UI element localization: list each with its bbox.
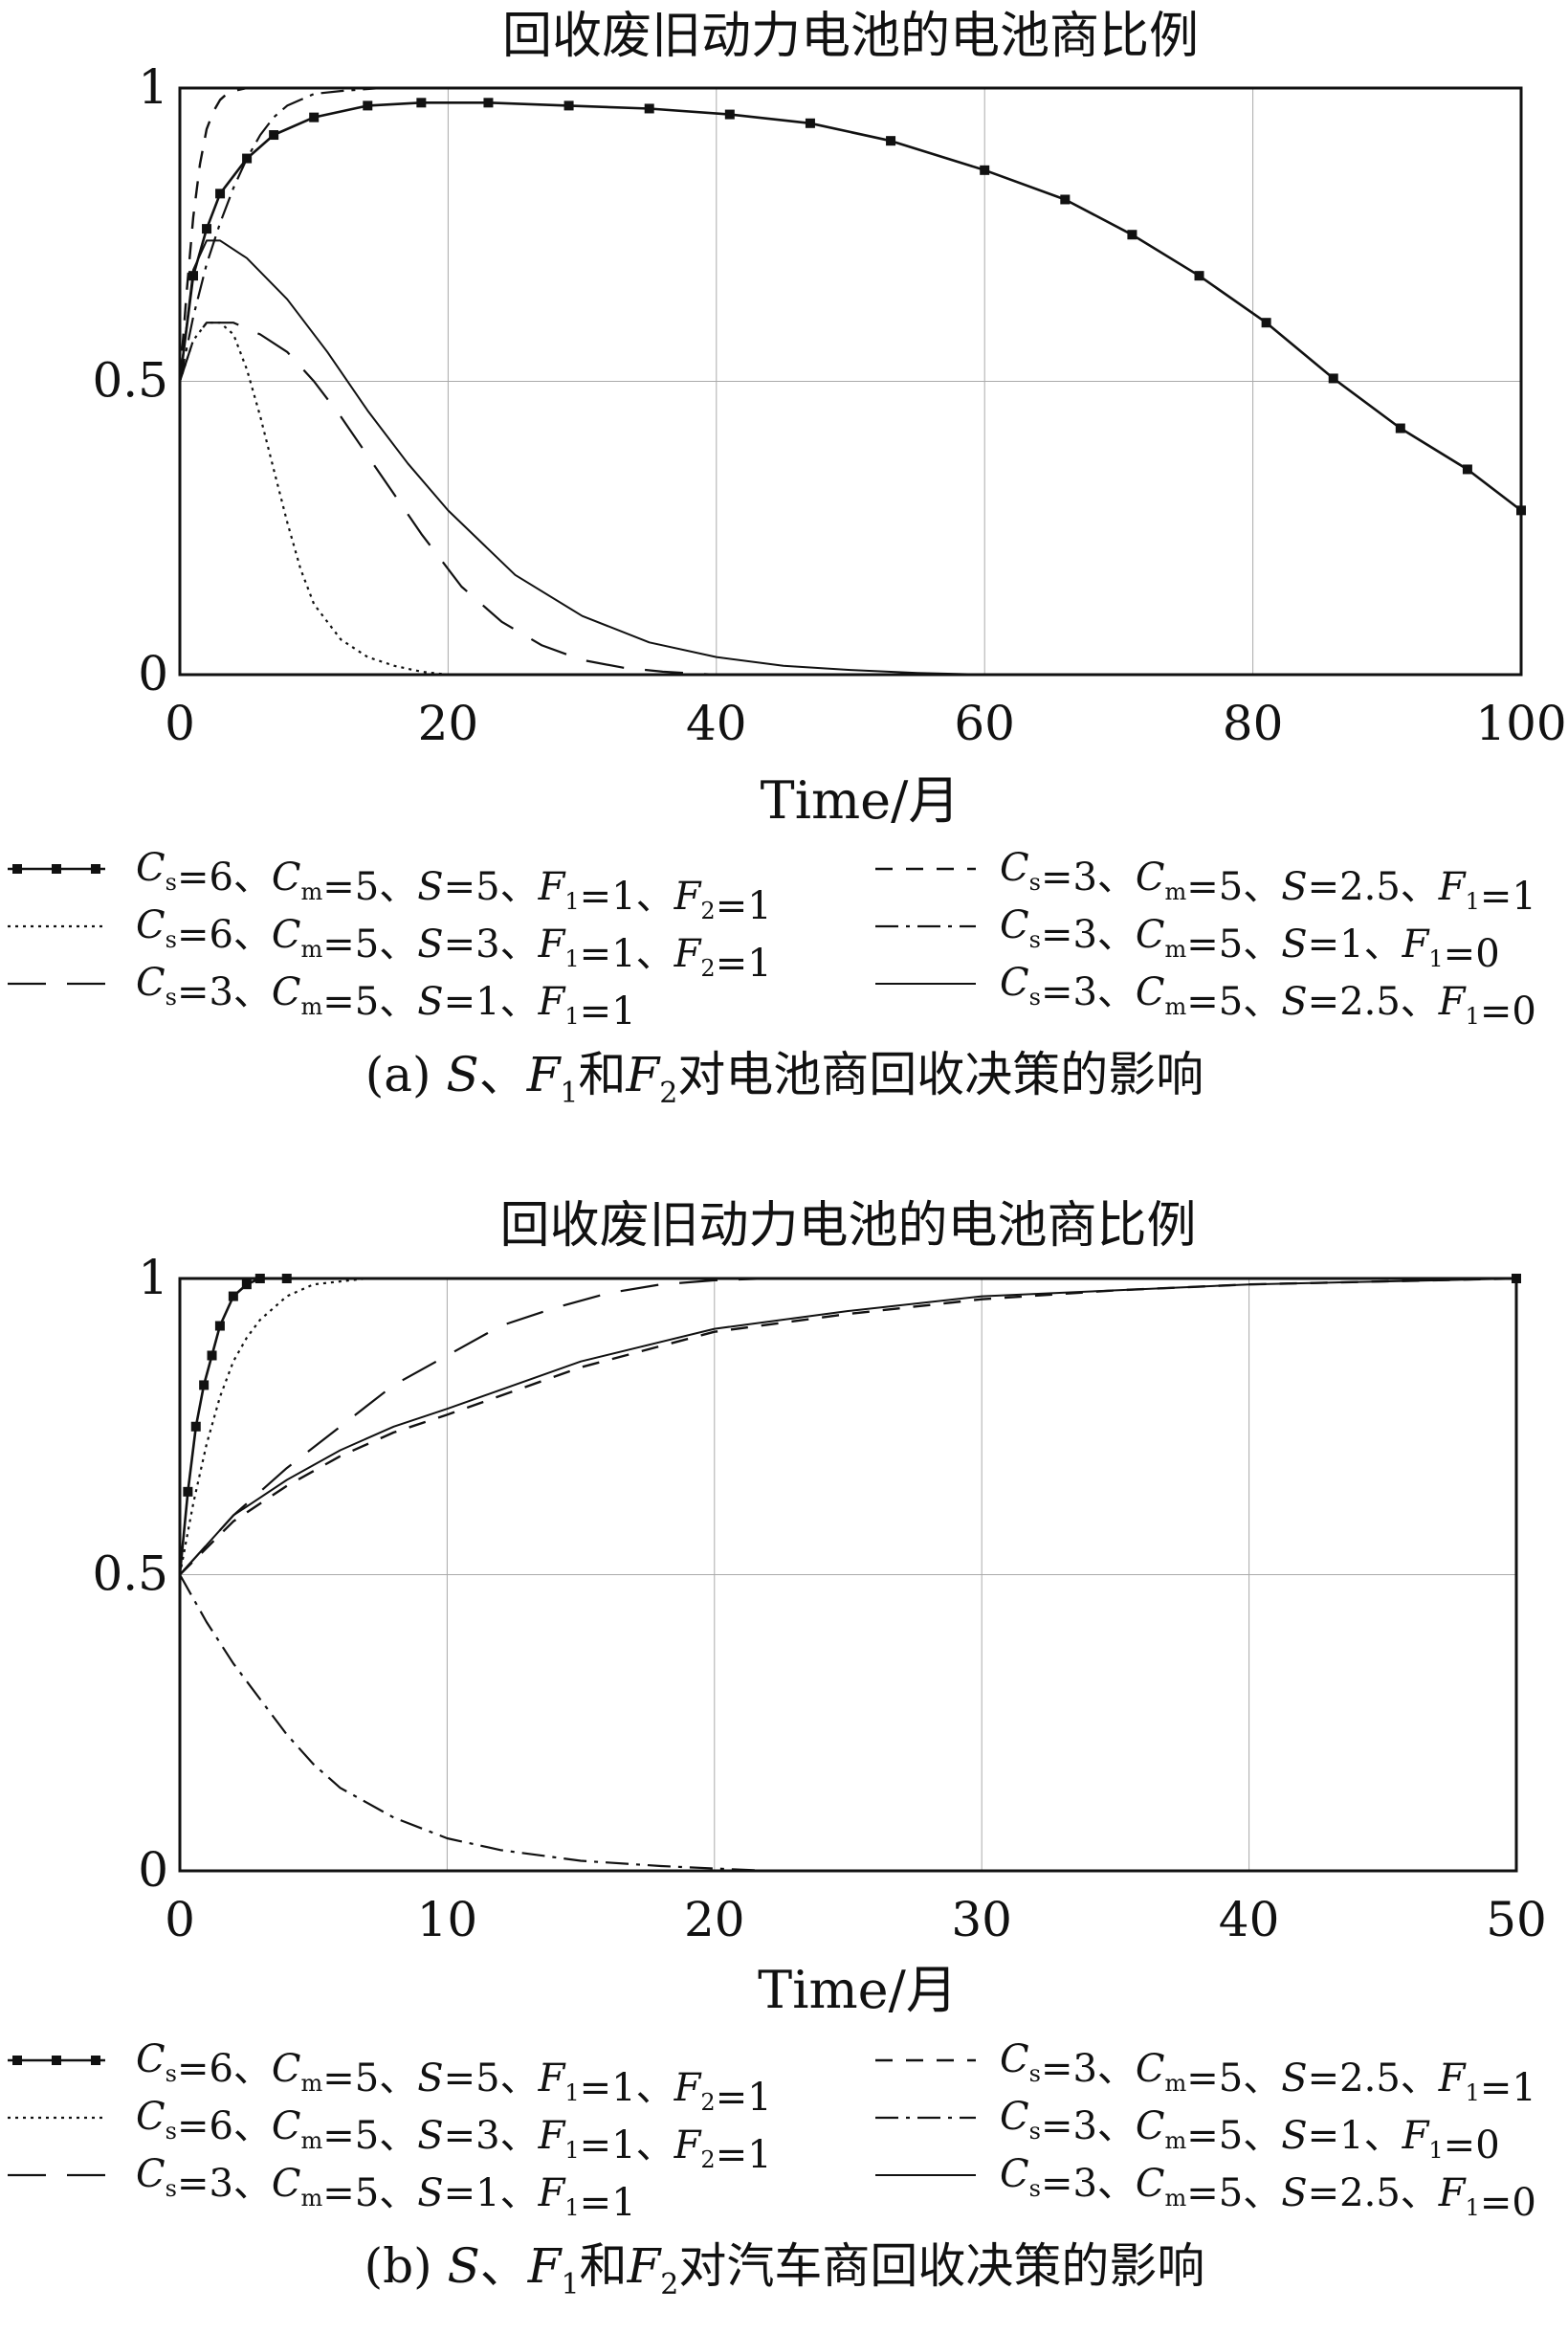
legend-label: Cs=3、Cm=5、S=1、F1=0 xyxy=(1000,903,1500,976)
x-tick-label: 40 xyxy=(686,696,747,751)
x-tick-label: 80 xyxy=(1223,696,1284,751)
data-point xyxy=(724,109,735,120)
data-point xyxy=(1127,230,1137,240)
data-point xyxy=(563,100,574,111)
series-line-1 xyxy=(178,1277,1516,1575)
data-point xyxy=(269,130,279,141)
legend-label: Cs=3、Cm=5、S=1、F1=1 xyxy=(136,2152,636,2225)
data-point xyxy=(183,1486,193,1497)
y-tick-label: 1 xyxy=(138,1250,168,1305)
chart-title: 回收废旧动力电池的电池商比例 xyxy=(502,8,1199,65)
y-tick-label: 0.5 xyxy=(92,1546,168,1602)
series-line-2 xyxy=(178,1277,1516,1575)
legend-label: Cs=6、Cm=5、S=5、F1=1、F2=1 xyxy=(136,2037,772,2120)
legend-label: Cs=3、Cm=5、S=2.5、F1=0 xyxy=(1000,961,1536,1034)
data-point xyxy=(199,1380,210,1390)
series-line-6 xyxy=(179,239,985,676)
data-point xyxy=(1462,464,1472,475)
data-point xyxy=(644,103,654,114)
chart-panel-b: 回收废旧动力电池的电池商比例 0 10 20 30 40 50 0 0.5 1 Time/月 Cs=6… xyxy=(8,1197,1547,2301)
x-tick-label: 30 xyxy=(951,1892,1012,1947)
x-tick-label: 0 xyxy=(165,1892,195,1947)
data-point xyxy=(309,112,320,122)
data-point xyxy=(242,153,253,164)
data-point xyxy=(190,1421,201,1432)
y-tick-label: 0.5 xyxy=(92,353,168,409)
series-line-1 xyxy=(178,101,1522,512)
data-point xyxy=(202,224,212,234)
x-tick-label: 20 xyxy=(684,1892,745,1947)
data-point xyxy=(805,118,815,128)
data-point xyxy=(214,1321,225,1331)
legend-label: Cs=3、Cm=5、S=1、F1=0 xyxy=(1000,2095,1500,2167)
x-tick-label: 50 xyxy=(1486,1892,1547,1947)
data-point xyxy=(886,136,896,146)
legend: Cs=6、Cm=5、S=5、F1=1、F2=1Cs=6、Cm=5、S=3、F1=… xyxy=(8,846,1536,1034)
data-point xyxy=(215,189,226,199)
x-tick-label: 100 xyxy=(1475,696,1566,751)
x-tick-label: 0 xyxy=(165,696,195,751)
legend-marker xyxy=(12,864,22,874)
legend: Cs=6、Cm=5、S=5、F1=1、F2=1Cs=6、Cm=5、S=3、F1=… xyxy=(8,2037,1536,2225)
data-point xyxy=(363,100,373,111)
data-point xyxy=(1194,271,1204,281)
data-point xyxy=(1060,194,1071,205)
y-tick-label: 0 xyxy=(138,1842,168,1898)
series-line-4 xyxy=(178,86,1521,382)
y-tick-label: 0 xyxy=(138,646,168,701)
series-line-5 xyxy=(179,1573,1516,1873)
series-line-3 xyxy=(179,1277,1516,1576)
data-point xyxy=(980,165,990,175)
legend-label: Cs=3、Cm=5、S=2.5、F1=0 xyxy=(1000,2152,1536,2225)
legend-marker xyxy=(91,864,100,874)
data-point xyxy=(228,1291,238,1301)
legend-marker xyxy=(91,2056,100,2065)
legend-label: Cs=6、Cm=5、S=3、F1=1、F2=1 xyxy=(136,2095,772,2177)
legend-label: Cs=6、Cm=5、S=5、F1=1、F2=1 xyxy=(136,846,772,928)
series-line-6 xyxy=(179,1278,1517,1576)
series-line-4 xyxy=(179,1277,1517,1576)
panel-caption: (a) S、F1和F2对电池商回收决策的影响 xyxy=(365,1047,1204,1110)
x-axis-label: Time/月 xyxy=(758,1960,958,2020)
data-point xyxy=(241,1279,252,1290)
data-point xyxy=(416,98,427,108)
x-tick-label: 40 xyxy=(1219,1892,1280,1947)
legend-marker xyxy=(52,864,61,874)
legend-marker xyxy=(52,2056,61,2065)
series-line-3 xyxy=(178,322,717,677)
x-tick-label: 60 xyxy=(954,696,1015,751)
series-line-2 xyxy=(178,322,449,677)
data-point xyxy=(1328,373,1338,384)
data-point xyxy=(207,1350,217,1361)
y-tick-label: 1 xyxy=(138,59,168,115)
legend-label: Cs=3、Cm=5、S=1、F1=1 xyxy=(136,961,636,1034)
plot-frame xyxy=(178,86,1523,677)
legend-marker xyxy=(12,2056,22,2065)
chart-panel-a: 回收废旧动力电池的电池商比例 0 20 40 60 80 100 0 0.5 1 Time/月 Cs=… xyxy=(8,8,1567,1110)
plot-frame xyxy=(178,1277,1518,1873)
chart-title: 回收废旧动力电池的电池商比例 xyxy=(499,1197,1196,1255)
panel-caption: (b) S、F1和F2对汽车商回收决策的影响 xyxy=(364,2238,1205,2301)
x-tick-label: 20 xyxy=(418,696,479,751)
legend-label: Cs=6、Cm=5、S=3、F1=1、F2=1 xyxy=(136,903,772,986)
legend-label: Cs=3、Cm=5、S=2.5、F1=1 xyxy=(1000,846,1536,919)
data-point xyxy=(1395,423,1405,433)
data-point xyxy=(483,98,494,108)
x-axis-label: Time/月 xyxy=(761,770,961,831)
x-tick-label: 10 xyxy=(417,1892,478,1947)
data-point xyxy=(1261,318,1271,328)
legend-label: Cs=3、Cm=5、S=2.5、F1=1 xyxy=(1000,2037,1536,2110)
